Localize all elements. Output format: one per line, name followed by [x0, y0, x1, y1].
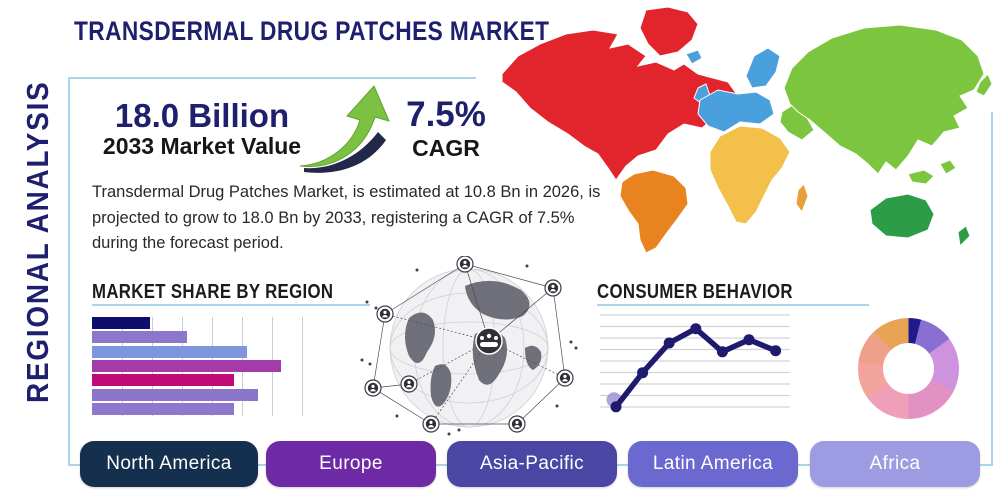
bar-region-4 [92, 359, 282, 372]
page-title-text: TRANSDERMAL DRUG PATCHES MARKET [74, 16, 550, 46]
bar-chart-title: MARKET SHARE BY REGION [92, 281, 334, 303]
map-southeast-asia-2 [939, 159, 957, 175]
bar-region-3 [92, 345, 247, 358]
panel-border-right [991, 112, 993, 466]
map-madagascar [795, 183, 809, 214]
regional-share-donut-chart [858, 318, 959, 419]
market-value-2033: 18.0 Billion [114, 97, 290, 134]
market-share-bar-chart [92, 317, 307, 416]
bar-region-6 [92, 388, 258, 401]
map-asia [783, 24, 985, 175]
map-southeast-asia-1 [907, 169, 935, 185]
bar-chart-title-underline [92, 304, 370, 306]
map-europe-scandinavia [745, 47, 781, 89]
line-chart-title: CONSUMER BEHAVIOR [597, 281, 793, 303]
map-greenland [639, 6, 699, 57]
side-label-regional-analysis: REGIONAL ANALYSIS [20, 80, 55, 403]
market-description: Transdermal Drug Patches Market, is esti… [92, 183, 601, 253]
map-new-zealand [957, 225, 971, 248]
page-title: TRANSDERMAL DRUG PATCHES MARKET [74, 16, 640, 47]
map-south-america [619, 169, 689, 254]
cagr-label: CAGR [412, 135, 480, 161]
line-chart-title-underline [597, 304, 869, 306]
panel-border-left [68, 77, 70, 466]
region-button-africa[interactable]: Africa [810, 441, 980, 487]
market-value-label: 2033 Market Value [102, 133, 302, 159]
cagr-value: 7.5% [406, 95, 486, 134]
region-button-north-america[interactable]: North America [80, 441, 258, 487]
panel-border-top [68, 77, 476, 79]
bar-region-1 [92, 317, 151, 329]
map-iceland [685, 49, 703, 65]
world-map [501, 6, 993, 254]
map-europe-mainland [697, 89, 775, 133]
region-button-europe[interactable]: Europe [266, 441, 436, 487]
map-africa [709, 125, 791, 225]
consumer-behavior-line-chart [600, 314, 790, 413]
network-node-icons [364, 256, 574, 433]
globe-network-illustration [360, 256, 578, 436]
growth-arrow-icon [299, 85, 390, 173]
map-australia [869, 193, 935, 239]
bar-region-2 [92, 331, 187, 344]
map-japan [975, 73, 993, 97]
region-button-latin-america[interactable]: Latin America [628, 441, 798, 487]
bar-chart-gridline [302, 317, 303, 416]
region-button-asia-pacific[interactable]: Asia-Pacific [447, 441, 617, 487]
bar-region-7 [92, 402, 234, 415]
bar-region-5 [92, 374, 234, 387]
